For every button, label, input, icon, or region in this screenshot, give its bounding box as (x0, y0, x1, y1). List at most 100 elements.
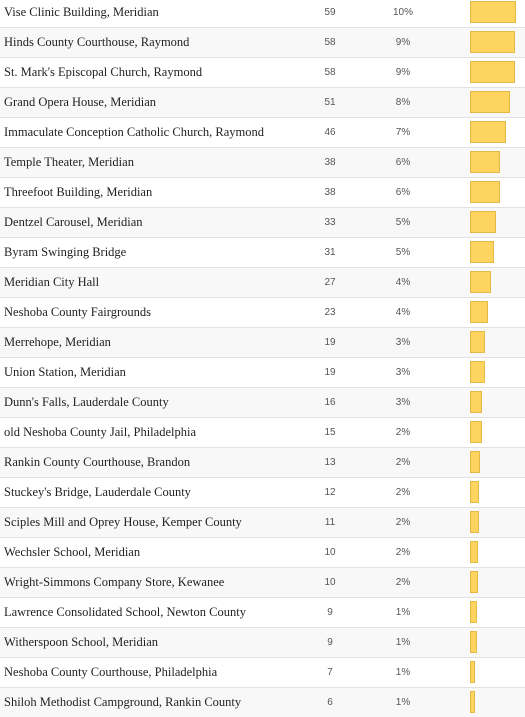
percent: 4% (395, 277, 411, 288)
bar (470, 691, 475, 713)
count: 46 (324, 127, 336, 138)
table-row: St. Mark's Episcopal Church, Raymond 58 9% (0, 58, 525, 88)
count: 19 (324, 337, 336, 348)
table-row: Immaculate Conception Catholic Church, R… (0, 118, 525, 148)
bar (470, 151, 500, 173)
place-name: Neshoba County Fairgrounds (4, 305, 151, 319)
place-name: Dunn's Falls, Lauderdale County (4, 395, 169, 409)
bar (470, 31, 516, 53)
place-name: Meridian City Hall (4, 275, 100, 289)
percent: 7% (395, 127, 411, 138)
percent: 2% (395, 577, 411, 588)
percent: 9% (395, 37, 411, 48)
percent: 2% (395, 487, 411, 498)
bar (470, 331, 485, 353)
count: 33 (324, 217, 336, 228)
count: 23 (324, 307, 336, 318)
count: 19 (324, 367, 336, 378)
place-name: old Neshoba County Jail, Philadelphia (4, 425, 196, 439)
count: 38 (324, 157, 336, 168)
table-row: old Neshoba County Jail, Philadelphia 15 2… (0, 418, 525, 448)
bar (470, 391, 483, 413)
table-row: Rankin County Courthouse, Brandon 13 2% (0, 448, 525, 478)
table-row: Grand Opera House, Meridian 51 8% (0, 88, 525, 118)
count: 27 (324, 277, 336, 288)
bar (470, 121, 506, 143)
bar (470, 301, 488, 323)
count: 10 (324, 577, 336, 588)
bar (470, 661, 476, 683)
percent: 1% (395, 637, 411, 648)
place-name: Hinds County Courthouse, Raymond (4, 35, 190, 49)
percent: 2% (395, 547, 411, 558)
table-row: Wright-Simmons Company Store, Kewanee 10 2… (0, 568, 525, 598)
bar (470, 511, 479, 533)
percent: 8% (395, 97, 411, 108)
count: 16 (324, 397, 336, 408)
place-name: Lawrence Consolidated School, Newton Cou… (4, 605, 246, 619)
place-name: Vise Clinic Building, Meridian (4, 5, 159, 19)
table-row: Neshoba County Courthouse, Philadelphia 7… (0, 658, 525, 688)
bar (470, 211, 496, 233)
percent: 3% (395, 367, 411, 378)
bar (470, 451, 481, 473)
count: 58 (324, 67, 336, 78)
table-row: Stuckey's Bridge, Lauderdale County 12 2% (0, 478, 525, 508)
percent: 9% (395, 67, 411, 78)
percent: 1% (395, 697, 411, 708)
percent: 3% (395, 397, 411, 408)
place-name: Witherspoon School, Meridian (4, 635, 158, 649)
place-name: Dentzel Carousel, Meridian (4, 215, 143, 229)
table-row: Temple Theater, Meridian 38 6% (0, 148, 525, 178)
percent: 2% (395, 517, 411, 528)
percent: 6% (395, 187, 411, 198)
place-name: Neshoba County Courthouse, Philadelphia (4, 665, 218, 679)
place-name: Threefoot Building, Meridian (4, 185, 153, 199)
bar (470, 181, 500, 203)
place-name: Immaculate Conception Catholic Church, R… (4, 125, 265, 139)
percent: 2% (395, 457, 411, 468)
bar (470, 481, 480, 503)
percent: 5% (395, 247, 411, 258)
count: 11 (324, 517, 336, 528)
table-row: Neshoba County Fairgrounds 23 4% (0, 298, 525, 328)
table-row: Vise Clinic Building, Meridian 59 10% (0, 0, 525, 28)
place-name: Stuckey's Bridge, Lauderdale County (4, 485, 191, 499)
percent: 10% (392, 7, 413, 18)
percent: 4% (395, 307, 411, 318)
table-row: Dentzel Carousel, Meridian 33 5% (0, 208, 525, 238)
bar (470, 601, 478, 623)
place-name: Rankin County Courthouse, Brandon (4, 455, 191, 469)
place-name: Wright-Simmons Company Store, Kewanee (4, 575, 225, 589)
table-row: Wechsler School, Meridian 10 2% (0, 538, 525, 568)
percent: 1% (395, 667, 411, 678)
place-name: Grand Opera House, Meridian (4, 95, 157, 109)
place-name: Union Station, Meridian (4, 365, 126, 379)
percent: 5% (395, 217, 411, 228)
place-name: Temple Theater, Meridian (4, 155, 134, 169)
count: 9 (327, 607, 333, 618)
place-name: Merrehope, Meridian (4, 335, 111, 349)
table-row: Hinds County Courthouse, Raymond 58 9% (0, 28, 525, 58)
bar (470, 541, 478, 563)
count: 31 (324, 247, 336, 258)
table-row: Meridian City Hall 27 4% (0, 268, 525, 298)
place-name: Wechsler School, Meridian (4, 545, 141, 559)
table-row: Witherspoon School, Meridian 9 1% (0, 628, 525, 658)
place-name: St. Mark's Episcopal Church, Raymond (4, 65, 203, 79)
table-row: Merrehope, Meridian 19 3% (0, 328, 525, 358)
bar (470, 241, 495, 263)
count: 51 (324, 97, 336, 108)
place-name: Sciples Mill and Oprey House, Kemper Cou… (4, 515, 242, 529)
count: 38 (324, 187, 336, 198)
bar (470, 91, 510, 113)
bar (470, 571, 478, 593)
table-row: Lawrence Consolidated School, Newton Cou… (0, 598, 525, 628)
table-row: Threefoot Building, Meridian 38 6% (0, 178, 525, 208)
table-row: Dunn's Falls, Lauderdale County 16 3% (0, 388, 525, 418)
percent: 6% (395, 157, 411, 168)
table-row: Byram Swinging Bridge 31 5% (0, 238, 525, 268)
count: 6 (327, 697, 333, 708)
count: 12 (324, 487, 336, 498)
